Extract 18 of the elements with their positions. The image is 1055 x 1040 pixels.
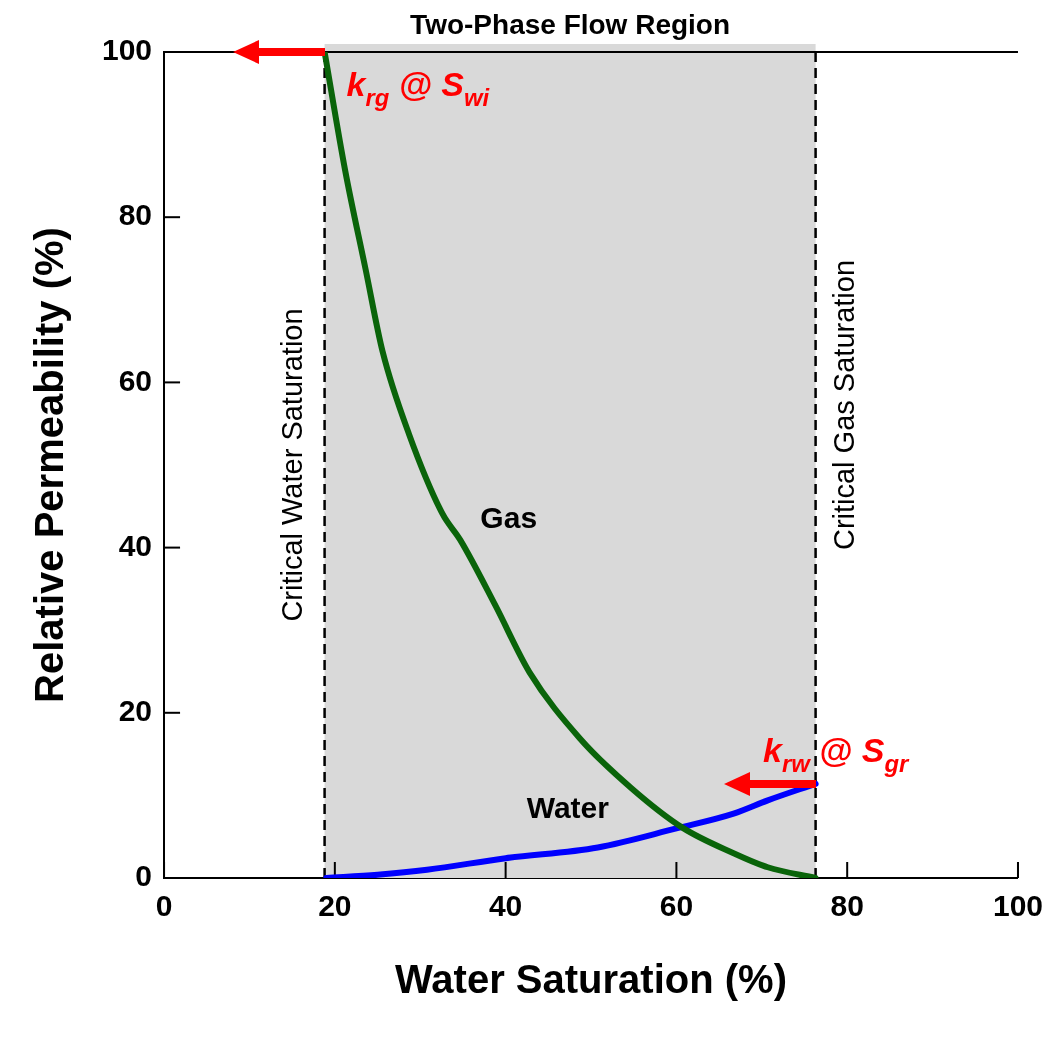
x-tick-label: 20 [318, 889, 352, 923]
y-axis-title: Relative Permeability (%) [27, 227, 72, 703]
x-tick-label: 100 [992, 889, 1043, 923]
x-tick-label: 60 [659, 889, 694, 923]
x-tick-label: 80 [830, 889, 864, 923]
y-tick-label: 40 [118, 528, 153, 562]
y-tick-label: 100 [101, 33, 153, 67]
y-tick-label: 20 [118, 694, 153, 728]
y-tick-label: 60 [118, 363, 153, 397]
series-label: Water [526, 790, 610, 824]
band-label: Two-Phase Flow Region [410, 8, 731, 40]
y-tick-label: 80 [118, 198, 153, 232]
x-axis-title: Water Saturation (%) [395, 957, 787, 1002]
y-tick-label: 0 [135, 859, 153, 893]
x-tick-label: 40 [488, 889, 523, 923]
ref-line-label: Critical Gas Saturation [828, 259, 861, 551]
series-label: Gas [480, 501, 538, 535]
ref-line-label: Critical Water Saturation [276, 308, 309, 622]
